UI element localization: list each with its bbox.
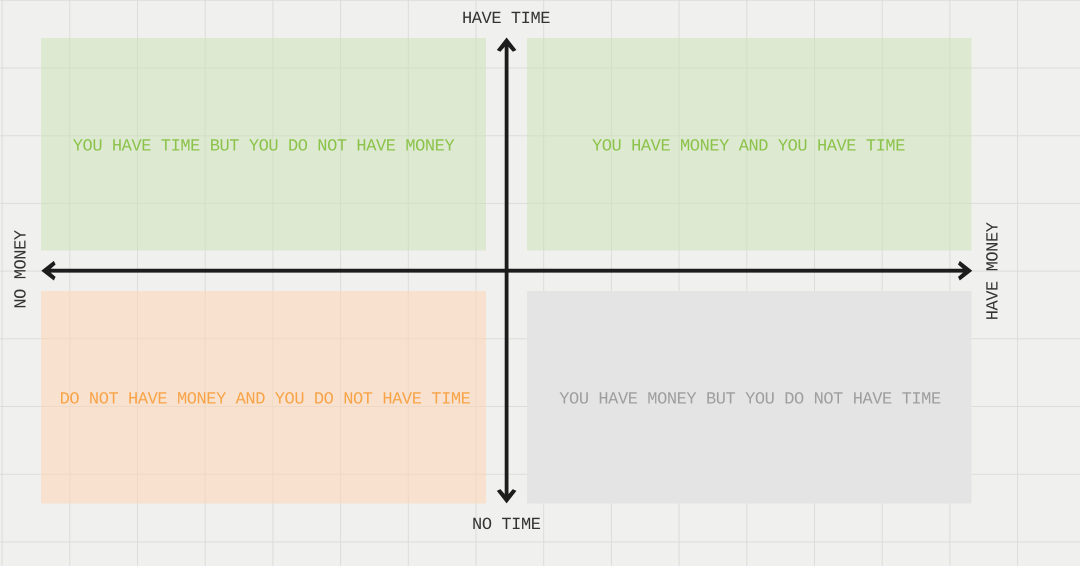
svg-text:HAVE MONEY: HAVE MONEY	[985, 222, 1004, 320]
svg-text:YOU HAVE TIME BUT YOU DO NOT H: YOU HAVE TIME BUT YOU DO NOT HAVE MONEY	[73, 138, 455, 157]
svg-text:NO MONEY: NO MONEY	[13, 230, 32, 308]
svg-text:YOU HAVE MONEY BUT YOU DO NOT: YOU HAVE MONEY BUT YOU DO NOT HAVE TIME	[559, 391, 941, 410]
svg-text:DO NOT HAVE MONEY AND YOU DO N: DO NOT HAVE MONEY AND YOU DO NOT HAVE TI…	[60, 391, 471, 410]
svg-text:HAVE TIME: HAVE TIME	[462, 10, 550, 29]
svg-text:NO TIME: NO TIME	[472, 516, 541, 535]
svg-text:YOU HAVE MONEY AND YOU HAVE TI: YOU HAVE MONEY AND YOU HAVE TIME	[592, 138, 905, 157]
